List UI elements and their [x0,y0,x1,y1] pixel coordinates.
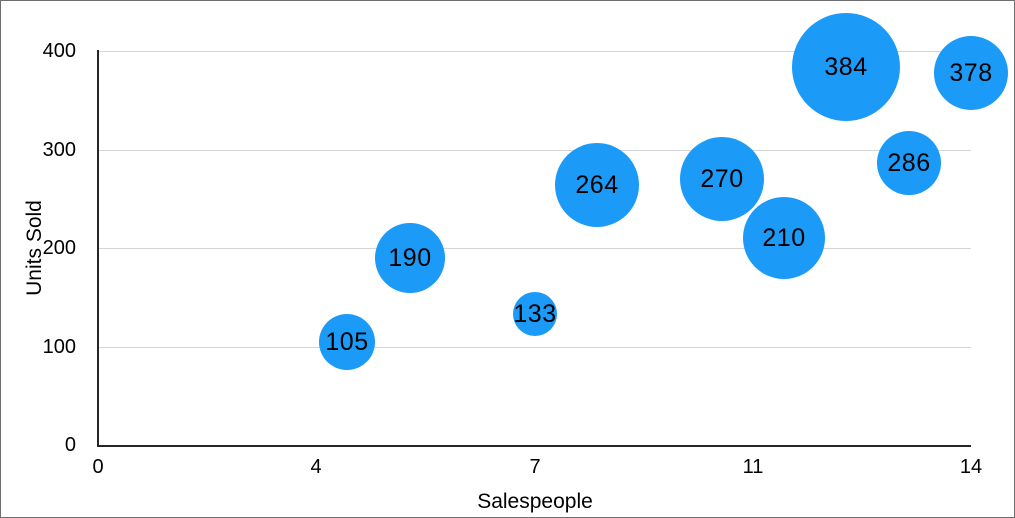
gridline-y-200 [98,248,971,249]
x-tick-label-0: 0 [92,456,104,478]
y-axis-title: Units Sold [22,200,46,296]
bubble-value-label: 133 [513,299,557,328]
bubble-value-label: 210 [762,223,806,252]
bubble-133[interactable]: 133 [513,292,557,336]
bubble-105[interactable]: 105 [319,314,375,370]
gridline-y-300 [98,150,971,151]
bubble-value-label: 384 [824,52,868,81]
y-tick-label-0: 0 [64,434,76,456]
bubble-264[interactable]: 264 [555,143,639,227]
y-tick-label-100: 100 [42,336,76,358]
gridline-y-100 [98,347,971,348]
x-tick-label-11: 11 [742,456,764,478]
bubble-190[interactable]: 190 [375,223,445,293]
bubble-286[interactable]: 286 [877,131,941,195]
bubble-value-label: 264 [575,170,619,199]
y-axis-line [97,50,99,445]
bubble-384[interactable]: 384 [792,13,900,121]
bubble-210[interactable]: 210 [743,197,825,279]
y-tick-label-200: 200 [42,237,76,259]
x-axis-line [97,445,971,447]
bubble-value-label: 378 [949,58,993,87]
bubble-value-label: 270 [700,164,744,193]
x-tick-label-7: 7 [529,456,541,478]
bubble-270[interactable]: 270 [680,137,764,221]
x-tick-label-4: 4 [310,456,322,478]
x-tick-label-14: 14 [959,456,983,478]
gridline-y-400 [98,51,971,52]
bubble-value-label: 286 [887,148,931,177]
x-axis-title: Salespeople [477,490,593,513]
bubble-value-label: 190 [388,243,432,272]
y-tick-label-300: 300 [42,139,76,161]
bubble-378[interactable]: 378 [934,36,1008,110]
bubble-value-label: 105 [325,327,369,356]
y-tick-label-400: 400 [42,40,76,62]
